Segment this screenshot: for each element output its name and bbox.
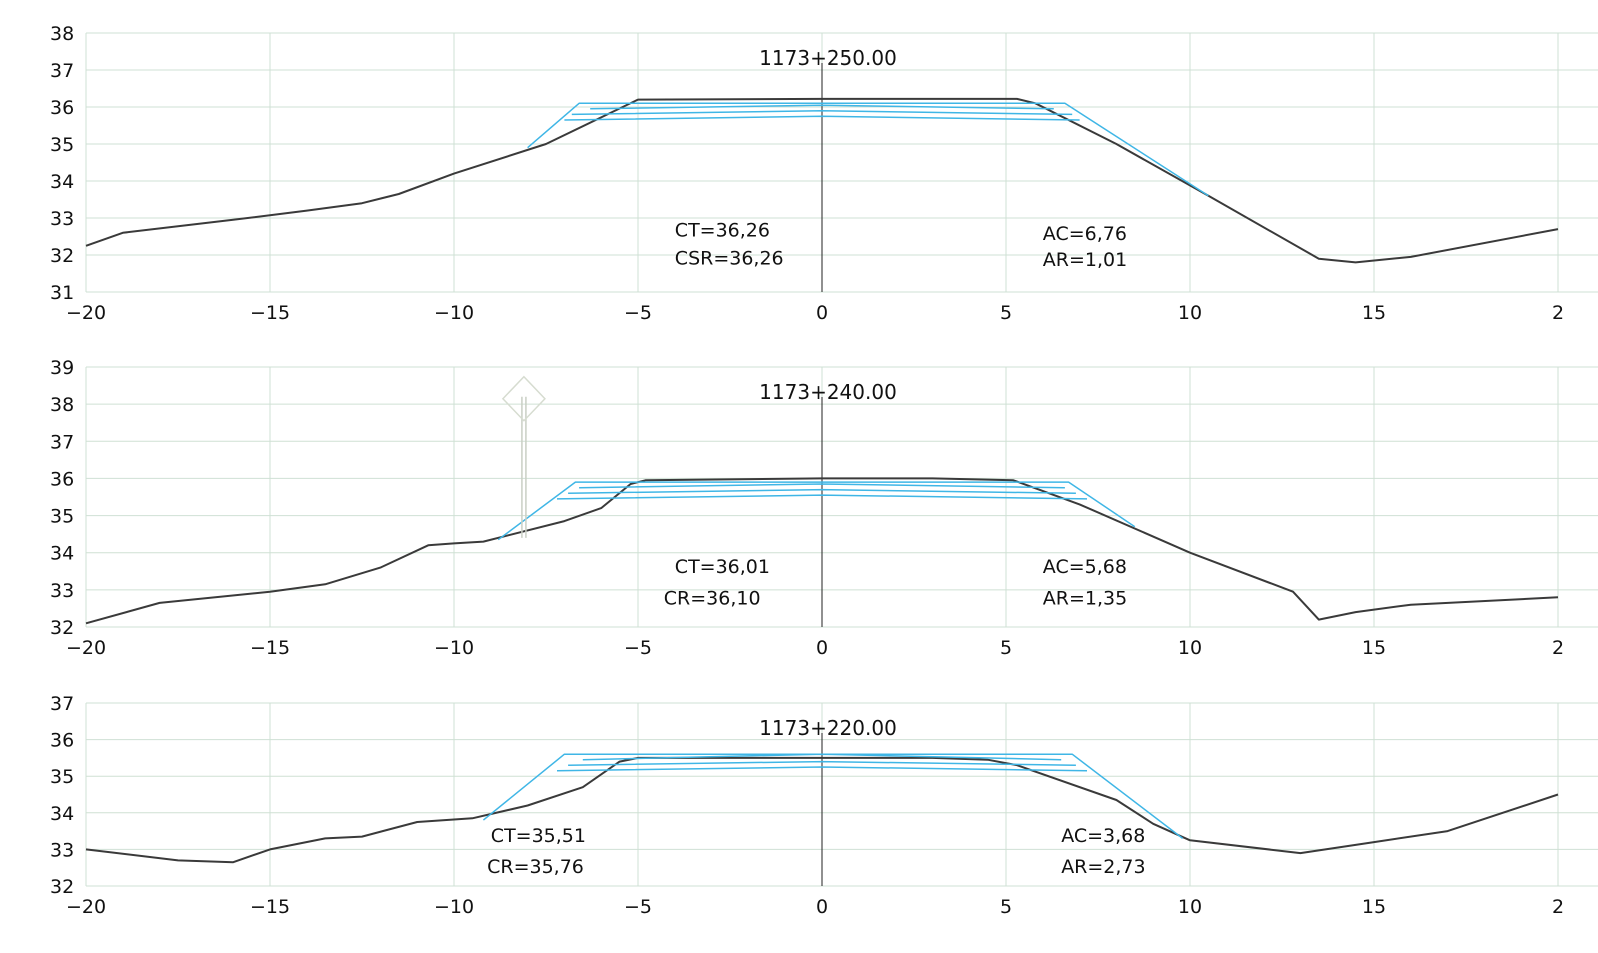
pavement-layer-line: [590, 104, 1054, 110]
pavement-layer-line: [571, 109, 1073, 116]
y-tick-label: 36: [50, 97, 74, 119]
section-annotation: AR=1,01: [1043, 249, 1127, 271]
x-tick-label: 0: [816, 637, 828, 659]
x-tick-label: −5: [624, 896, 652, 918]
pavement-layer-line: [564, 115, 1080, 121]
y-tick-label: 33: [50, 580, 74, 602]
x-tick-label: 15: [1362, 896, 1386, 918]
x-tick-label: 2: [1552, 637, 1564, 659]
y-tick-label: 32: [50, 617, 74, 639]
section-annotation: AC=5,68: [1043, 556, 1127, 578]
section-annotation: CT=36,01: [675, 556, 770, 578]
design-section-line: [527, 102, 1209, 197]
y-tick-label: 38: [50, 23, 74, 45]
x-tick-label: 0: [816, 302, 828, 324]
y-tick-label: 34: [50, 171, 74, 193]
x-tick-label: 10: [1178, 302, 1202, 324]
ground-profile-line: [85, 97, 1559, 264]
y-tick-label: 35: [50, 766, 74, 788]
x-tick-label: −10: [434, 302, 474, 324]
cross-section-panels: 31 32 33 34 35 36 37 38 −20 −15 −10 −5 0 5 10 15 2 1173+2…: [50, 23, 1598, 918]
pavement-layer-line: [568, 760, 1076, 766]
y-tick-label: 33: [50, 839, 74, 861]
section-annotation: CSR=36,26: [675, 247, 784, 269]
section-title: 1173+220.00: [759, 716, 897, 740]
x-tick-label: 15: [1362, 302, 1386, 324]
pavement-layer-line: [568, 488, 1076, 495]
section-annotation: AR=1,35: [1043, 588, 1127, 610]
x-tick-label: −20: [66, 896, 106, 918]
x-tick-label: 5: [1000, 302, 1012, 324]
section-annotation: CT=36,26: [675, 220, 770, 242]
x-tick-label: −15: [250, 637, 290, 659]
y-tick-label: 36: [50, 730, 74, 752]
design-section-line: [497, 481, 1136, 541]
x-tick-label: 5: [1000, 637, 1012, 659]
cross-section-panel: 32 33 34 35 36 37 −20 −15 −10 −5 0 5 10 15 2 1173+220.0…: [50, 693, 1598, 918]
section-annotation: CR=35,76: [487, 856, 584, 878]
y-tick-label: 32: [50, 876, 74, 898]
y-tick-label: 33: [50, 208, 74, 230]
cross-section-panel: 32 33 34 35 36 37 38 39 −20 −15 −10 −5 0 5 10 15 2 1173+2…: [50, 357, 1598, 659]
x-tick-label: −20: [66, 637, 106, 659]
y-tick-label: 31: [50, 282, 74, 304]
pavement-layer-line: [582, 753, 1062, 761]
section-annotation: AC=6,76: [1043, 223, 1127, 245]
y-tick-label: 38: [50, 394, 74, 416]
x-tick-label: 10: [1178, 896, 1202, 918]
y-tick-label: 37: [50, 693, 74, 715]
y-tick-label: 39: [50, 357, 74, 379]
y-tick-label: 35: [50, 134, 74, 156]
section-annotation: CT=35,51: [491, 825, 586, 847]
x-tick-label: −15: [250, 302, 290, 324]
section-title: 1173+250.00: [759, 46, 897, 70]
y-tick-label: 32: [50, 245, 74, 267]
pavement-layer-line: [556, 494, 1088, 500]
x-tick-label: 5: [1000, 896, 1012, 918]
x-tick-label: −10: [434, 896, 474, 918]
y-tick-label: 34: [50, 803, 74, 825]
x-tick-label: 0: [816, 896, 828, 918]
section-annotation: AR=2,73: [1061, 856, 1145, 878]
cross-section-panel: 31 32 33 34 35 36 37 38 −20 −15 −10 −5 0 5 10 15 2 1173+2…: [50, 23, 1598, 324]
x-tick-label: −20: [66, 302, 106, 324]
section-title: 1173+240.00: [759, 380, 897, 404]
x-tick-label: −10: [434, 637, 474, 659]
x-tick-label: 2: [1552, 302, 1564, 324]
x-tick-label: −5: [624, 637, 652, 659]
x-tick-label: −15: [250, 896, 290, 918]
x-tick-label: 15: [1362, 637, 1386, 659]
marker-diamond: [501, 375, 546, 422]
pavement-layer-line: [579, 483, 1065, 489]
section-annotation: AC=3,68: [1061, 825, 1145, 847]
x-tick-label: 2: [1552, 896, 1564, 918]
y-tick-label: 35: [50, 506, 74, 528]
pavement-layer-line: [556, 766, 1088, 772]
y-tick-label: 34: [50, 543, 74, 565]
y-tick-label: 37: [50, 60, 74, 82]
y-tick-label: 37: [50, 431, 74, 453]
section-annotation: CR=36,10: [664, 588, 761, 610]
x-tick-label: 10: [1178, 637, 1202, 659]
y-tick-label: 36: [50, 468, 74, 490]
x-tick-label: −5: [624, 302, 652, 324]
